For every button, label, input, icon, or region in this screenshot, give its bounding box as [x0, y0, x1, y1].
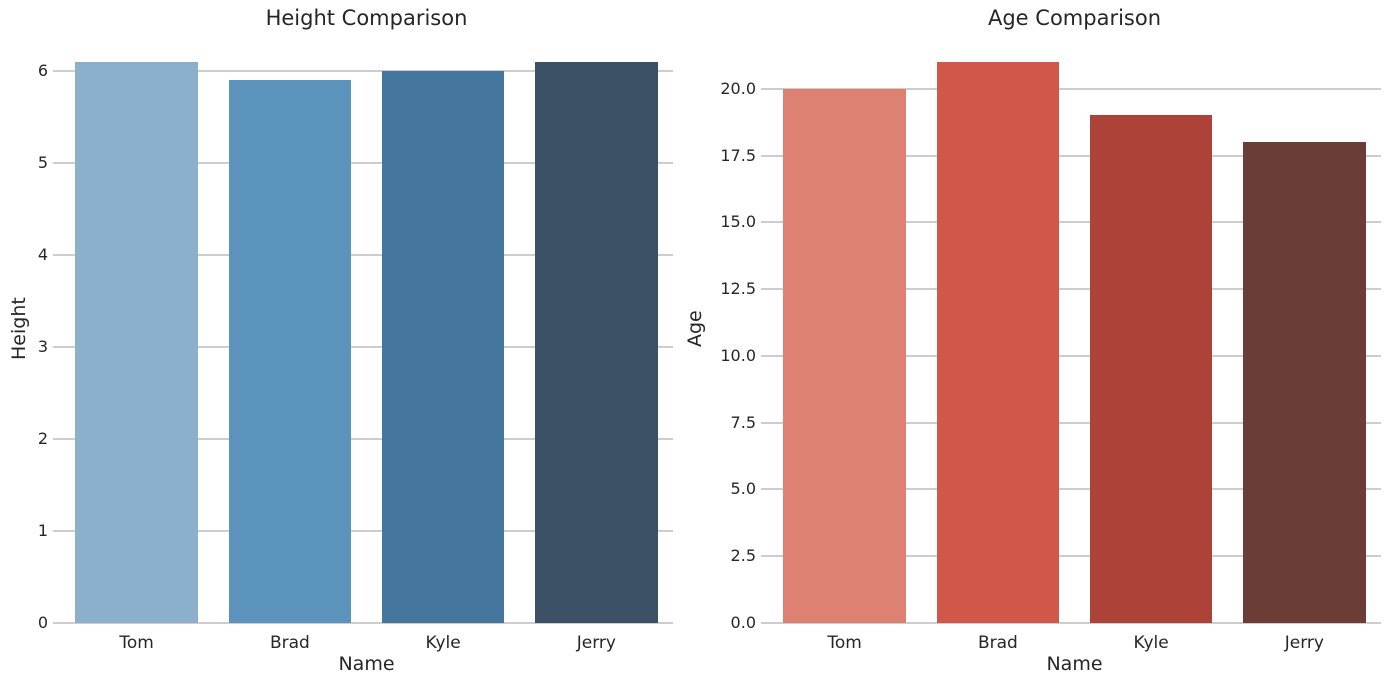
chart-title: Height Comparison — [265, 6, 468, 30]
x-tick-label: Kyle — [425, 633, 461, 653]
gridline — [768, 555, 1381, 558]
bar-jerry — [1242, 142, 1366, 623]
y-tick-mark — [761, 288, 768, 291]
y-tick-label: 5 — [37, 153, 48, 173]
bar-tom — [75, 62, 198, 623]
gridline — [768, 87, 1381, 90]
y-tick-mark — [761, 154, 768, 157]
y-tick-label: 0 — [37, 613, 48, 632]
y-tick-mark — [53, 622, 60, 624]
gridline — [768, 354, 1381, 357]
gridline — [60, 346, 673, 349]
bar-brad — [228, 80, 352, 623]
y-tick-label: 20.0 — [720, 78, 756, 98]
gridline — [768, 154, 1381, 157]
y-tick-label: 10.0 — [720, 345, 756, 365]
gridline — [768, 488, 1381, 491]
gridline — [768, 221, 1381, 224]
gridline — [60, 254, 673, 257]
height-comparison-chart: Height Comparison Height 0 1 2 3 4 5 6 Tom Brad K… — [0, 0, 680, 690]
y-tick-mark — [761, 488, 768, 491]
y-tick-mark — [761, 421, 768, 424]
bars-group — [60, 34, 673, 623]
gridline — [60, 162, 673, 165]
gridline — [768, 622, 1381, 624]
x-tick-label: Tom — [119, 633, 154, 653]
y-tick-label: 17.5 — [720, 145, 756, 165]
x-tick-label: Tom — [827, 633, 862, 653]
y-tick-label: 5.0 — [730, 479, 756, 499]
y-tick-label: 1 — [37, 521, 48, 541]
y-tick-label: 15.0 — [720, 212, 756, 232]
y-tick-mark — [761, 622, 768, 624]
bars-group — [768, 34, 1381, 623]
y-tick-mark — [53, 162, 60, 165]
plot-area: 0.0 2.5 5.0 7.5 10.0 12.5 15.0 17.5 20.0 Tom Brad K… — [720, 34, 1381, 653]
y-tick-mark — [761, 354, 768, 357]
gridline — [60, 70, 673, 73]
y-tick-label: 6 — [37, 61, 48, 81]
y-tick-mark — [53, 254, 60, 257]
plot-area: 0 1 2 3 4 5 6 Tom Brad Kyle Jerry — [38, 34, 673, 653]
y-tick-mark — [53, 530, 60, 533]
y-tick-mark — [53, 70, 60, 73]
y-tick-mark — [761, 221, 768, 224]
y-tick-label: 3 — [37, 337, 48, 357]
gridline — [60, 438, 673, 441]
x-tick-label: Jerry — [576, 633, 616, 653]
x-axis-label: Name — [338, 653, 395, 675]
gridline — [768, 421, 1381, 424]
y-tick-label: 2.5 — [730, 546, 756, 566]
age-comparison-chart: Age Comparison Age 0.0 2.5 5.0 7.5 10.0 12.5 1… — [680, 0, 1389, 690]
y-tick-mark — [761, 555, 768, 558]
y-tick-mark — [761, 87, 768, 90]
y-tick-label: 0.0 — [730, 613, 756, 632]
bar-jerry — [534, 62, 658, 623]
gridline — [768, 288, 1381, 291]
bar-brad — [936, 62, 1060, 623]
x-tick-label: Brad — [977, 633, 1018, 653]
y-tick-mark — [53, 438, 60, 441]
bar-tom — [783, 88, 906, 623]
x-axis-label: Name — [1046, 653, 1103, 675]
x-tick-label: Brad — [269, 633, 310, 653]
gridline — [60, 530, 673, 533]
bar-kyle — [1089, 115, 1213, 623]
y-tick-label: 7.5 — [730, 412, 756, 432]
x-tick-label: Jerry — [1284, 633, 1324, 653]
bar-kyle — [381, 71, 505, 623]
gridline — [60, 622, 673, 624]
x-tick-label: Kyle — [1133, 633, 1169, 653]
chart-title: Age Comparison — [987, 6, 1162, 30]
y-tick-label: 4 — [37, 245, 48, 265]
y-tick-mark — [53, 346, 60, 349]
y-axis-label: Age — [684, 310, 706, 347]
y-tick-label: 12.5 — [720, 279, 756, 299]
y-tick-label: 2 — [37, 429, 48, 449]
